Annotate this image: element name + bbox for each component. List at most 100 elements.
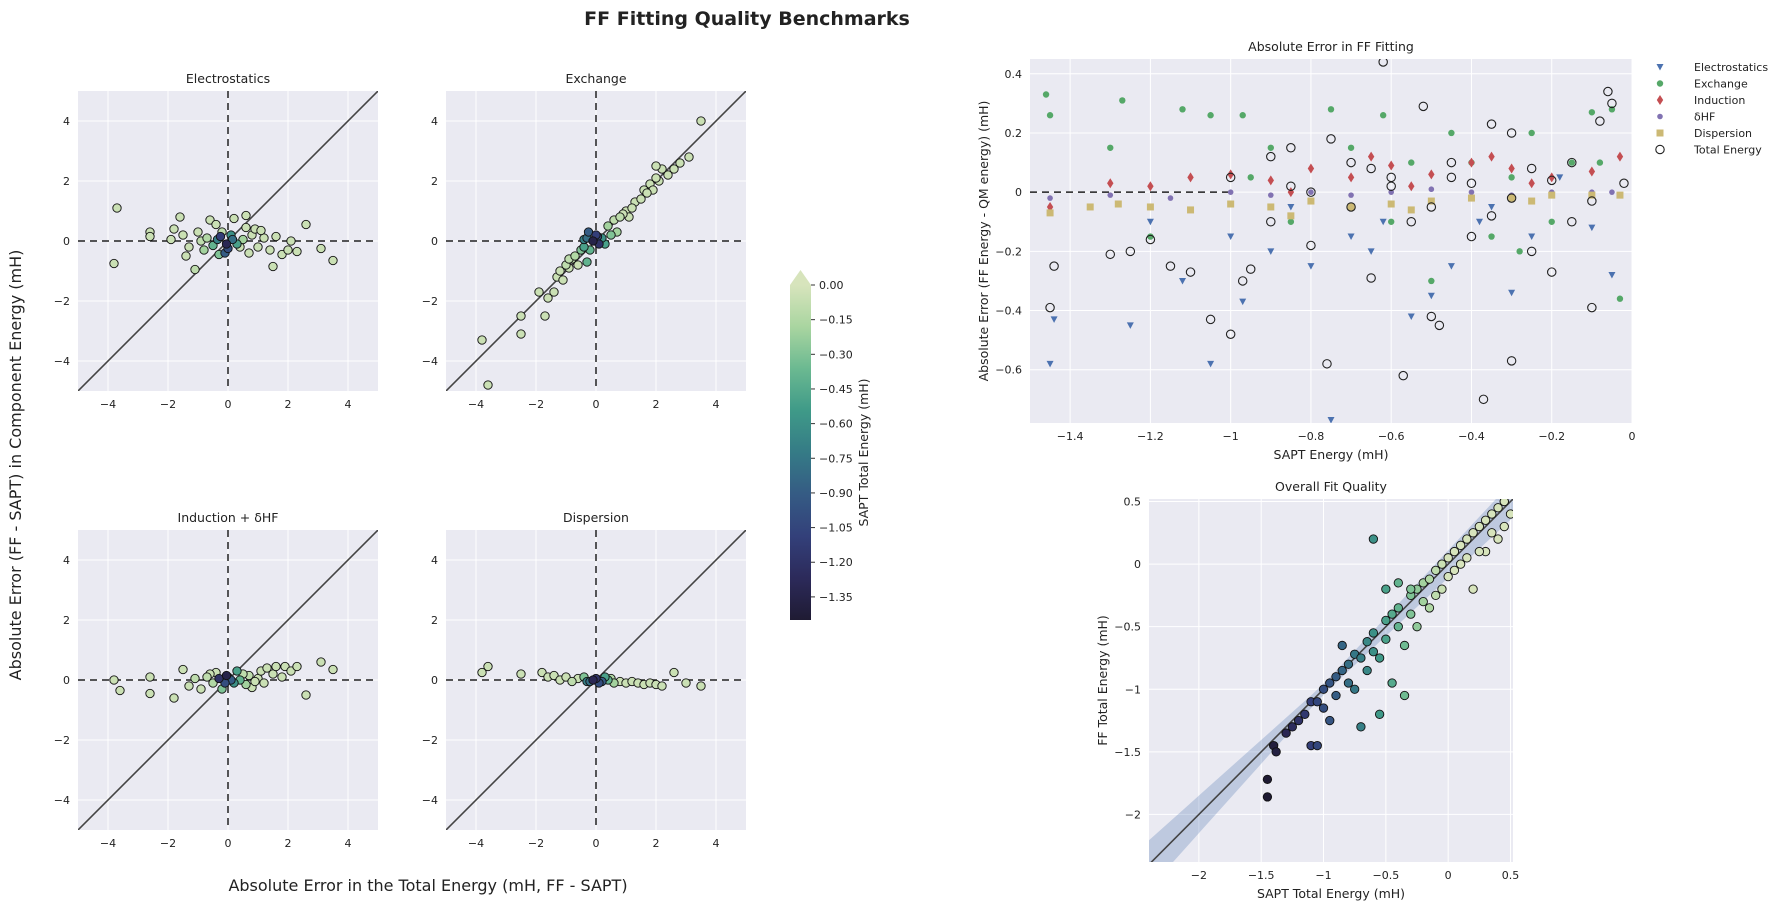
data-point (675, 158, 685, 168)
data-point (1412, 622, 1422, 632)
data-point (1381, 615, 1391, 626)
data-point (477, 335, 487, 345)
x-tick-label: 0 (1629, 430, 1636, 443)
data-point (1393, 622, 1403, 632)
data-point (178, 230, 188, 240)
marker-totalenergy (1306, 240, 1316, 251)
y-tick-label: −1.5 (1114, 746, 1141, 759)
marker-electrostatics (1427, 292, 1435, 300)
marker-electrostatics (1126, 322, 1134, 329)
data-point (1374, 709, 1385, 719)
data-point (145, 231, 155, 242)
colorbar: 0.00 −0.15 −0.30 −0.45 −0.60 −0.75 −0.90 −1.05 −… (790, 270, 871, 620)
marker-exchange (1616, 295, 1624, 302)
data-point (1406, 584, 1416, 594)
y-tick-label: 0.4 (1005, 68, 1023, 81)
x-tick-label: −2 (528, 398, 544, 411)
marker-totalenergy (1326, 134, 1336, 144)
marker-induction (1528, 178, 1535, 189)
marker-electrostatics (1227, 233, 1235, 241)
data-point (573, 260, 583, 270)
marker-totalenergy (1045, 302, 1055, 313)
marker-dispersion (1287, 212, 1295, 220)
data-point (109, 675, 119, 685)
data-point (190, 264, 200, 275)
y-tick-label: −0.4 (995, 305, 1022, 318)
marker-totalenergy (1619, 178, 1629, 189)
y-tick-label: 2 (63, 614, 70, 627)
marker-totalenergy (1446, 157, 1457, 168)
marker-totalenergy (1306, 187, 1316, 197)
x-tick-label: −1.4 (1057, 430, 1084, 443)
data-point (663, 170, 673, 180)
marker-totalenergy (1426, 311, 1437, 322)
colorbar-extend-arrow (790, 270, 811, 285)
marker-induction (1367, 151, 1375, 162)
marker-exchange (1528, 129, 1535, 137)
marker-dispersion (1387, 200, 1395, 208)
x-tick-label: −1 (1315, 869, 1331, 882)
data-point (1487, 528, 1497, 538)
chart-dispersion: −4 −2 0 2 4 −4 −2 0 2 4 Dispersion (422, 510, 746, 850)
marker-exchange (1568, 159, 1576, 166)
chart-abs-error: −1.4 −1.2 −1 −0.8 −0.6 −0.4 −0.2 0 −0.6 −0.4 −0.2 0… (976, 39, 1636, 462)
data-point (534, 287, 544, 297)
x-tick-label: −0.8 (1298, 430, 1325, 443)
marker-exchange (1267, 144, 1275, 151)
data-point (483, 380, 493, 390)
marker-induction (1408, 181, 1415, 192)
marker-electrostatics (1407, 313, 1415, 320)
marker-totalenergy (1567, 157, 1577, 168)
marker-electrostatics (1347, 233, 1355, 241)
marker-totalenergy (1418, 101, 1429, 112)
marker-totalenergy (1607, 98, 1617, 109)
data-point (1474, 521, 1484, 532)
marker-exchange (1508, 174, 1515, 181)
data-point (1449, 565, 1460, 575)
y-tick-label: −2 (422, 734, 438, 747)
data-point (1300, 709, 1310, 719)
marker-totalenergy (1378, 59, 1388, 67)
marker-totalenergy (1546, 175, 1557, 186)
y-tick-label: −2 (1125, 808, 1141, 821)
data-point (175, 212, 185, 222)
y-tick-label: −4 (422, 355, 438, 368)
data-point (145, 688, 155, 699)
colorbar-tick-label: −0.45 (819, 383, 853, 396)
data-point (669, 667, 679, 678)
colorbar-tick-label: −1.35 (819, 591, 853, 604)
data-point (1462, 534, 1472, 544)
data-point (211, 219, 221, 230)
marker-electrostatics (1608, 272, 1616, 279)
marker-induction (1428, 169, 1435, 180)
x-axis-label: SAPT Total Energy (mH) (1257, 886, 1405, 901)
marker-totalenergy (1145, 234, 1156, 245)
marker-totalenergy (1386, 181, 1396, 192)
legend-label: Induction (1694, 94, 1745, 107)
chart-electrostatics: −4 −2 0 2 4 −4 −2 0 2 4 Electrostatics (54, 71, 378, 411)
colorbar-tick-label: −0.75 (819, 452, 853, 465)
y-tick-label: −2 (54, 295, 70, 308)
y-tick-label: −0.6 (995, 364, 1022, 377)
marker-totalenergy (1225, 172, 1236, 183)
data-point (301, 219, 311, 230)
marker-induction (1287, 187, 1295, 198)
marker-totalenergy (1185, 267, 1196, 277)
marker-totalenergy (1426, 202, 1437, 212)
marker-hf (1609, 189, 1615, 195)
x-tick-label: −4 (100, 398, 116, 411)
data-point (588, 675, 598, 685)
marker-totalenergy (1266, 217, 1276, 227)
colorbar-tick-label: −0.30 (819, 348, 853, 361)
data-point (1474, 546, 1484, 557)
x-tick-label: −2 (1191, 869, 1207, 882)
data-point (1343, 678, 1354, 688)
y-tick-label: −4 (422, 794, 438, 807)
data-point (696, 681, 706, 691)
legend-label: Dispersion (1694, 127, 1752, 140)
data-point (1356, 722, 1366, 732)
plot-area (1149, 499, 1513, 862)
data-point (567, 676, 577, 687)
data-point (265, 245, 275, 255)
